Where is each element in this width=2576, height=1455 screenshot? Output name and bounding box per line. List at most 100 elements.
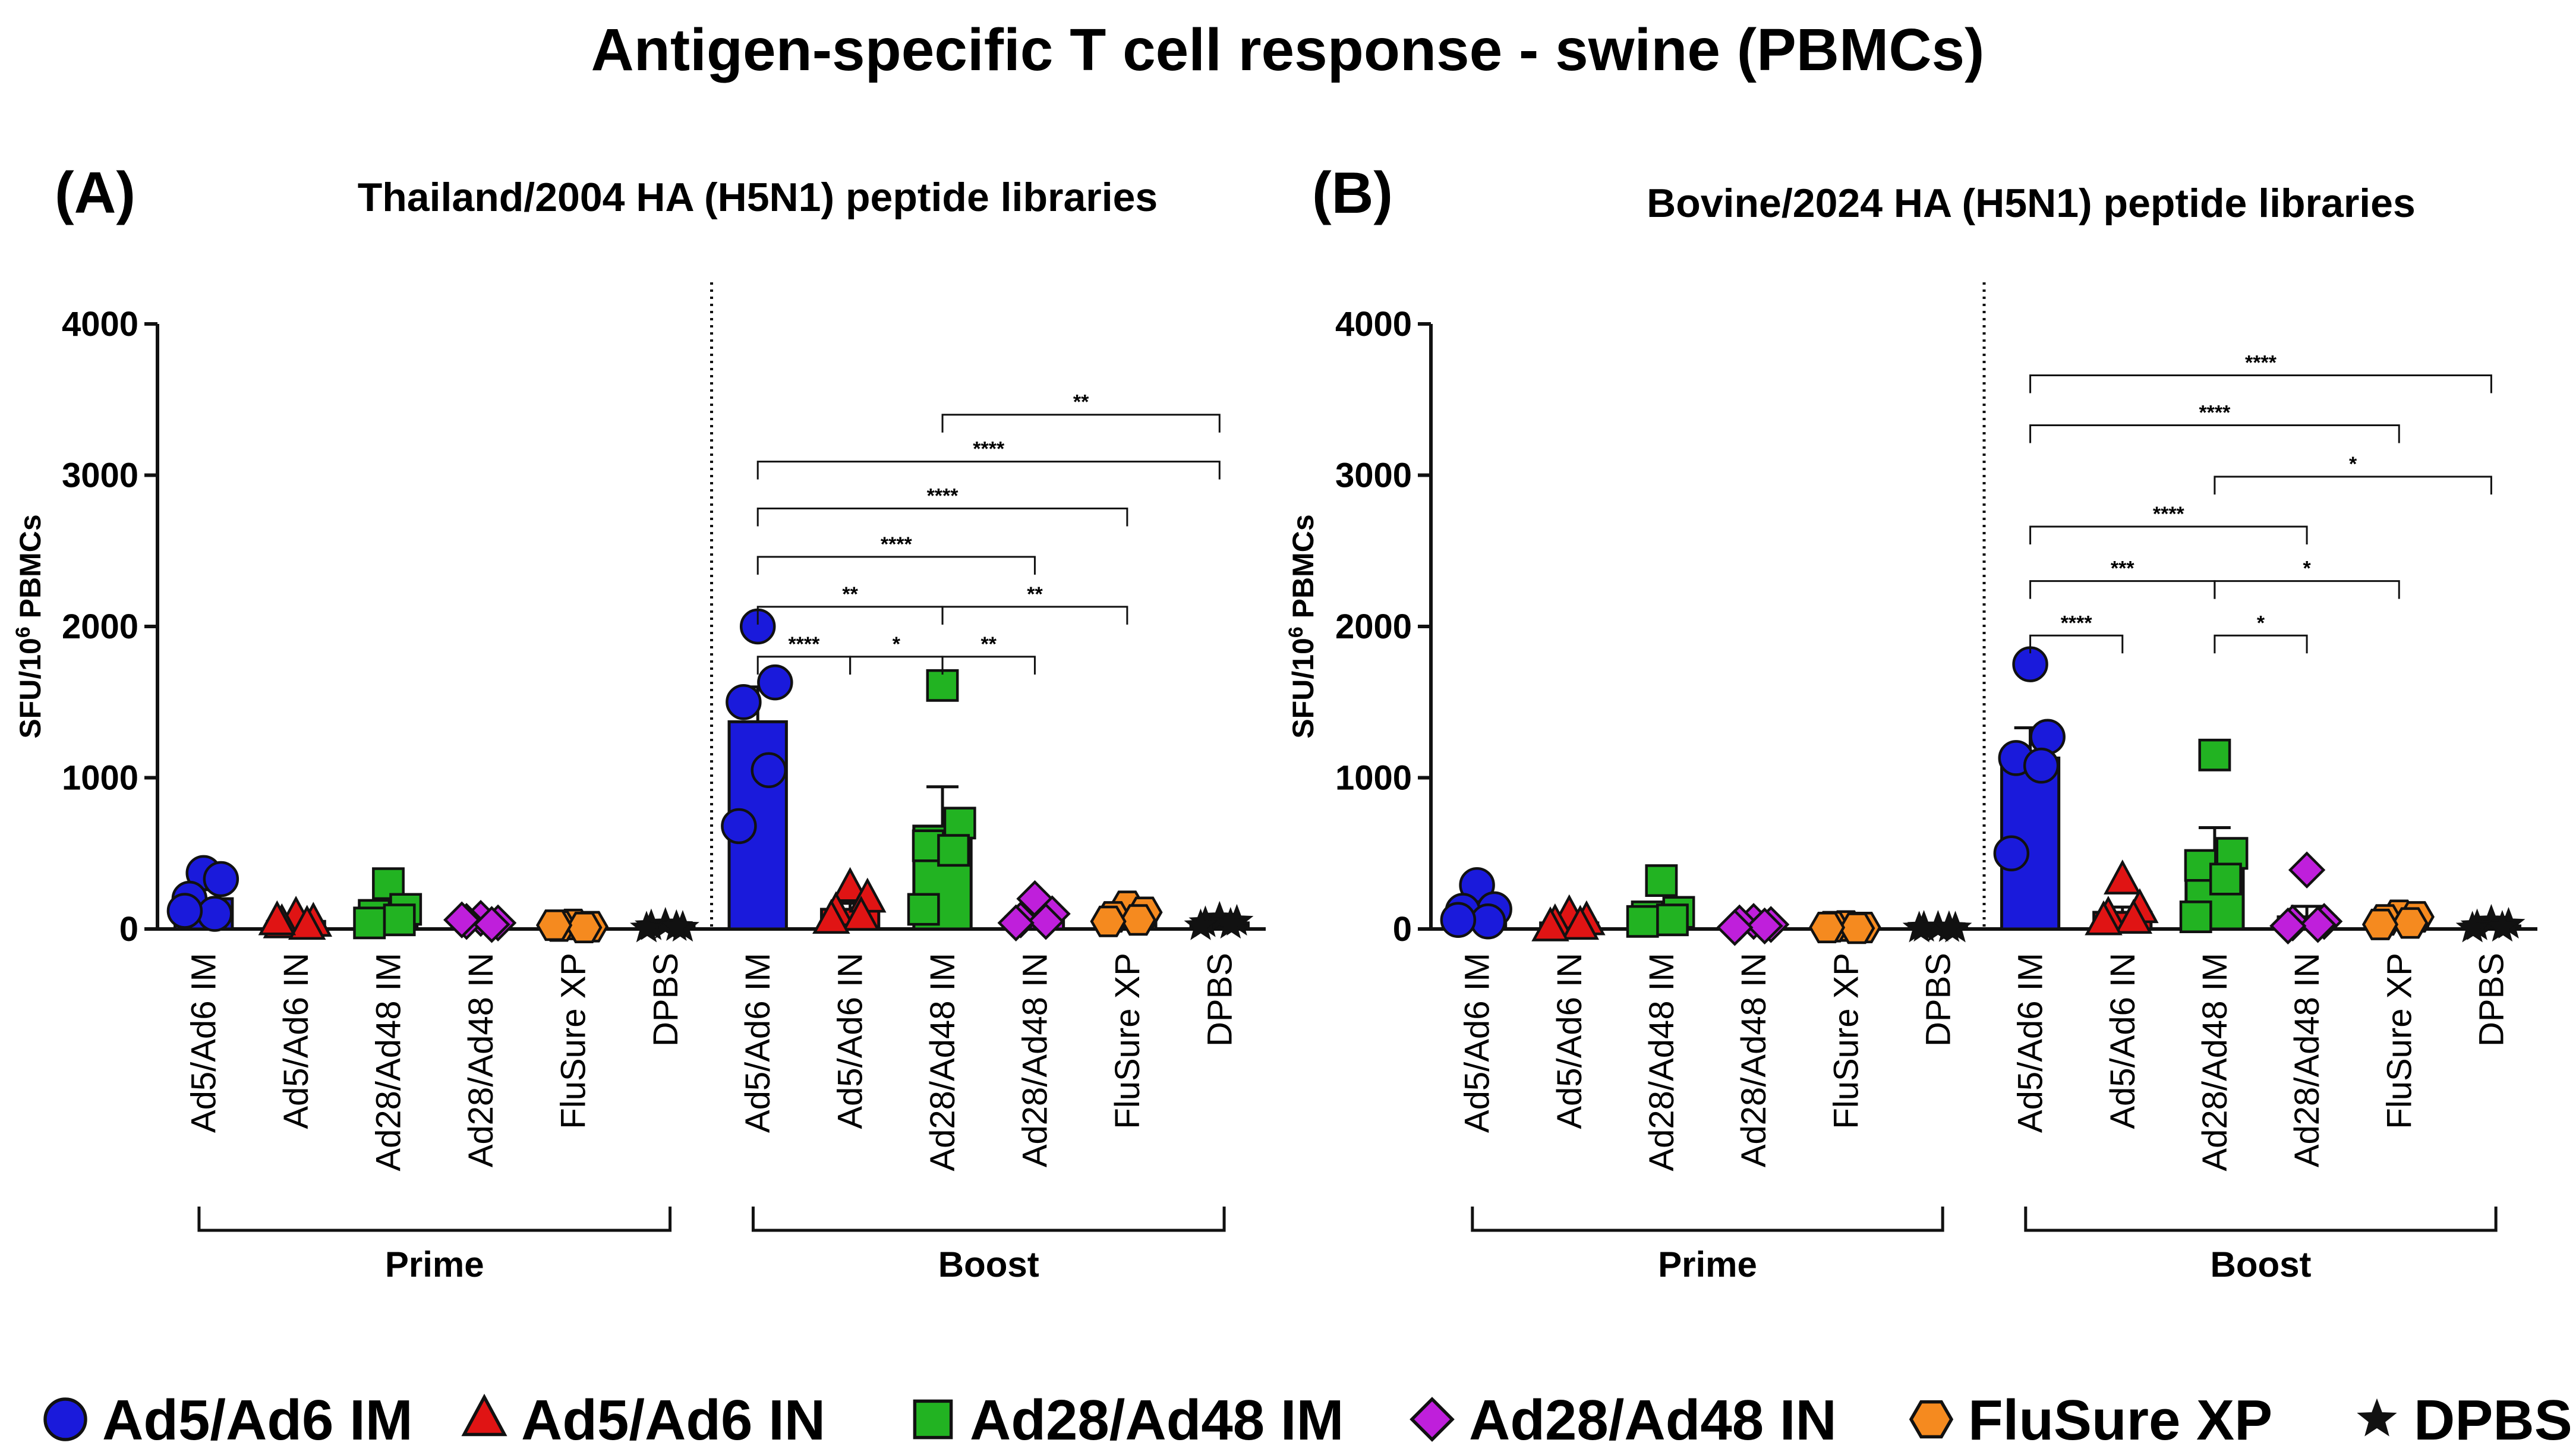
group-label: Boost	[2211, 1245, 2312, 1284]
data-point	[473, 906, 510, 943]
significance-label: ***	[2111, 558, 2134, 580]
main-title: Antigen-specific T cell response - swine…	[591, 17, 1985, 83]
data-point	[1839, 912, 1875, 944]
data-point	[1561, 905, 1600, 940]
data-point	[660, 909, 693, 941]
data-point	[812, 899, 850, 934]
group-label: Prime	[1658, 1245, 1757, 1284]
panel-label: (A)	[55, 160, 135, 225]
legend-label: Ad28/Ad48 IN	[1469, 1388, 1837, 1452]
x-tick-label: Ad28/Ad48 IN	[462, 953, 500, 1167]
group-bracket	[1471, 1207, 1944, 1232]
y-tick-label: 3000	[62, 456, 138, 495]
y-axis-label-tail: PBMCs	[14, 514, 47, 626]
group-bracket	[751, 1207, 1226, 1232]
legend-marker-square	[913, 1399, 953, 1440]
data-point	[1470, 903, 1506, 940]
significance-bracket	[2214, 634, 2308, 654]
data-point	[937, 834, 970, 867]
y-tick-label: 1000	[1335, 759, 1412, 798]
x-tick-label: Ad28/Ad48 IN	[2288, 953, 2326, 1167]
legend-label: Ad28/Ad48 IM	[970, 1388, 1344, 1452]
data-point	[1716, 909, 1754, 946]
x-tick-label: FluSure XP	[554, 953, 592, 1129]
x-tick-label: DPBS	[647, 953, 685, 1047]
significance-label: ****	[2245, 352, 2277, 374]
data-point	[2198, 738, 2231, 771]
data-point	[443, 901, 481, 938]
y-axis-label-sup: 6	[12, 626, 34, 638]
x-tick-label: Ad28/Ad48 IN	[1016, 953, 1054, 1167]
legend-marker-star	[2357, 1398, 2397, 1437]
legend: Ad5/Ad6 IM Ad5/Ad6 IN Ad28/Ad48 IM Ad28/Ad4…	[43, 1388, 2572, 1452]
y-axis-label-sup: 6	[1285, 626, 1307, 638]
data-point	[926, 669, 959, 702]
significance-bracket	[756, 556, 1036, 575]
data-point	[751, 752, 787, 789]
legend-marker-triangle	[461, 1393, 507, 1437]
data-point	[1656, 903, 1689, 937]
data-point	[536, 909, 573, 941]
x-tick-label: FluSure XP	[1827, 953, 1865, 1129]
legend-marker-hexagon	[1909, 1400, 1954, 1439]
data-point	[166, 893, 203, 929]
y-axis-label: SFU/106 PBMCs	[1285, 514, 1320, 738]
data-point	[1645, 864, 1678, 897]
significance-label: *	[2303, 558, 2311, 580]
data-point	[831, 867, 869, 902]
data-point	[1746, 907, 1783, 945]
data-point	[2179, 900, 2212, 934]
significance-label: **	[1073, 391, 1089, 414]
data-point	[258, 900, 297, 936]
x-tick-label: Ad5/Ad6 IM	[185, 953, 223, 1133]
legend-label: Ad5/Ad6 IN	[521, 1388, 825, 1452]
significance-label: ****	[881, 533, 913, 556]
significance-bracket	[2029, 525, 2308, 545]
x-tick-label: Ad28/Ad48 IM	[1642, 953, 1681, 1171]
data-point	[1213, 906, 1247, 939]
x-tick-label: Ad28/Ad48 IM	[2196, 953, 2234, 1171]
legend-label: FluSure XP	[1968, 1388, 2272, 1452]
x-tick-label: Ad28/Ad48 IM	[923, 953, 962, 1171]
y-tick-label: 4000	[1335, 305, 1412, 344]
x-tick-label: DPBS	[1200, 953, 1239, 1047]
data-point	[1531, 906, 1569, 941]
significance-bracket	[756, 606, 944, 625]
data-point	[2361, 908, 2399, 940]
data-point	[2215, 837, 2249, 870]
x-tick-label: Ad5/Ad6 IM	[739, 953, 777, 1133]
data-point	[2209, 862, 2242, 896]
legend-marker-circle	[43, 1397, 87, 1441]
data-point	[907, 893, 940, 926]
significance-label: ****	[2153, 503, 2185, 525]
data-point	[2392, 907, 2429, 939]
significance-bracket	[941, 606, 1128, 625]
panel-a: (A) Thailand/2004 HA (H5N1) peptide libra…	[12, 160, 1266, 1284]
panel-title: Bovine/2024 HA (H5N1) peptide libraries	[1647, 181, 2416, 226]
y-tick-label: 1000	[62, 759, 138, 798]
significance-label: ****	[973, 438, 1005, 461]
x-tick-label: Ad5/Ad6 IN	[277, 953, 316, 1129]
x-tick-label: DPBS	[1919, 953, 1957, 1047]
data-point	[566, 911, 603, 943]
x-tick-label: Ad5/Ad6 IN	[1550, 953, 1589, 1129]
data-point	[2455, 911, 2489, 943]
x-tick-label: Ad5/Ad6 IN	[2104, 953, 2142, 1129]
data-point	[2023, 747, 2060, 784]
group-label: Prime	[385, 1245, 484, 1284]
data-point	[726, 684, 762, 720]
legend-label: DPBS	[2414, 1388, 2572, 1452]
data-point	[383, 903, 416, 937]
data-point	[2269, 907, 2307, 945]
data-point	[1902, 911, 1936, 943]
data-point	[943, 807, 976, 840]
significance-bracket	[756, 461, 1221, 480]
data-point	[2104, 859, 2142, 895]
significance-label: ****	[2061, 612, 2093, 634]
data-point	[2288, 851, 2326, 889]
y-axis-label-tail: PBMCs	[1287, 514, 1320, 626]
significance-bracket	[2029, 374, 2492, 393]
y-tick-label: 4000	[62, 305, 138, 344]
significance-bracket	[2029, 424, 2400, 443]
data-point	[721, 808, 757, 845]
